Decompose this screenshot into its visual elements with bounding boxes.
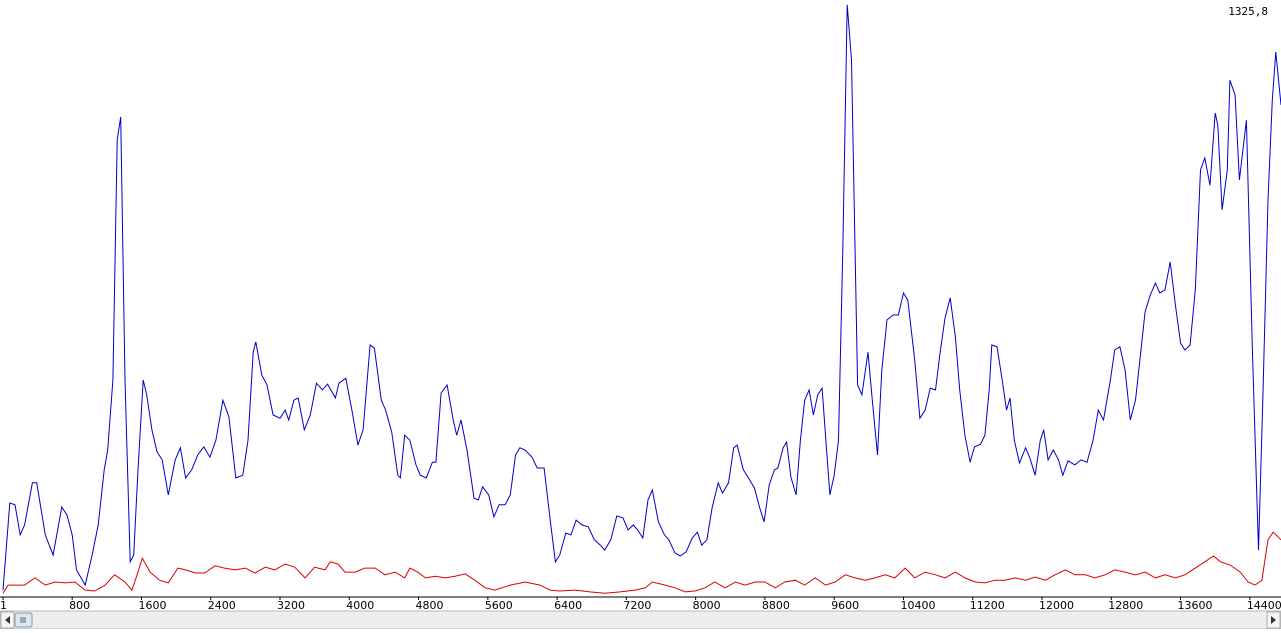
x-tick-label: 6400 — [554, 599, 582, 612]
x-tick-label: 8800 — [762, 599, 790, 612]
x-tick-label: 13600 — [1178, 599, 1213, 612]
series-line — [2, 4, 1281, 591]
x-tick-label: 5600 — [485, 599, 513, 612]
x-tick-label: 3200 — [277, 599, 305, 612]
x-tick-label: 12800 — [1108, 599, 1143, 612]
x-tick-label: 11200 — [970, 599, 1005, 612]
x-tick-label: 2400 — [208, 599, 236, 612]
x-tick-label: 1 — [0, 599, 7, 612]
left-arrow — [5, 616, 10, 624]
x-tick-label: 800 — [69, 599, 90, 612]
thumb-grip — [20, 617, 26, 623]
x-tick-label: 1600 — [138, 599, 166, 612]
series-line — [2, 531, 1281, 594]
scroll-track[interactable] — [0, 610, 1281, 630]
x-tick-label: 7200 — [623, 599, 651, 612]
x-tick-label: 8000 — [693, 599, 721, 612]
x-tick-label: 12000 — [1039, 599, 1074, 612]
right-arrow — [1271, 616, 1276, 624]
x-tick-label: 4800 — [416, 599, 444, 612]
y-max-label: 1325,8 — [1228, 5, 1268, 18]
x-tick-label: 14400 — [1247, 599, 1281, 612]
scrollbar[interactable] — [0, 610, 1281, 630]
x-tick-label: 4000 — [346, 599, 374, 612]
x-tick-label: 10400 — [900, 599, 935, 612]
x-tick-label: 9600 — [831, 599, 859, 612]
